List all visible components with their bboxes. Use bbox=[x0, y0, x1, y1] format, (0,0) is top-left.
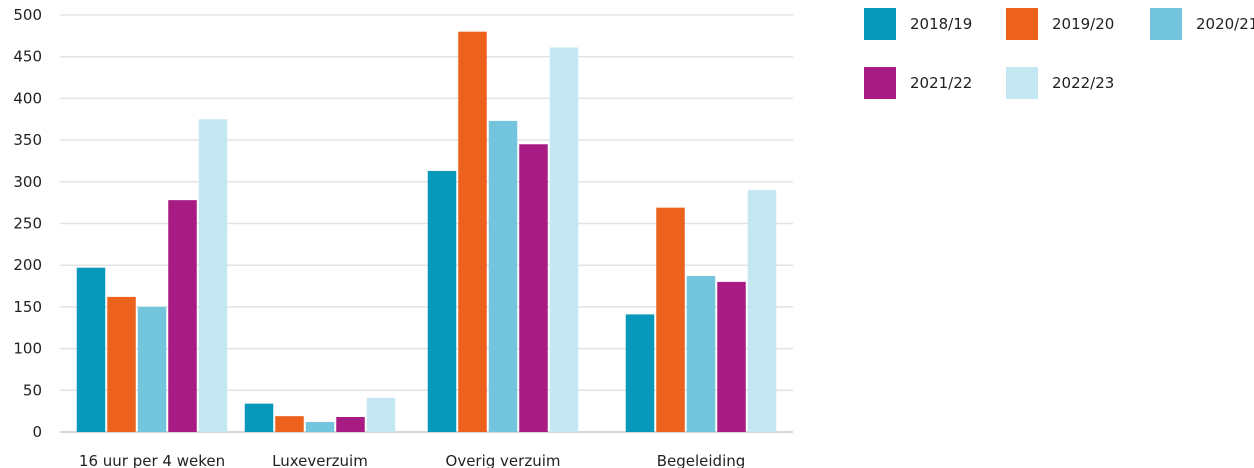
bar bbox=[686, 276, 716, 432]
bar bbox=[717, 281, 746, 432]
bar bbox=[305, 421, 335, 432]
bar bbox=[336, 416, 365, 432]
y-tick-label: 0 bbox=[32, 423, 42, 441]
y-tick-label: 100 bbox=[13, 340, 42, 358]
y-tick-label: 400 bbox=[13, 89, 42, 107]
x-category-label: 16 uur per 4 weken bbox=[79, 452, 225, 468]
y-axis-ticks: 0 50 100 150 200 250 300 350 400 450 500 bbox=[13, 6, 42, 441]
bar bbox=[656, 207, 685, 432]
bar bbox=[458, 31, 487, 433]
y-tick-label: 300 bbox=[13, 173, 42, 191]
y-tick-label: 50 bbox=[23, 381, 42, 399]
bar bbox=[519, 144, 548, 432]
bar bbox=[76, 267, 106, 432]
x-category-label: Begeleiding bbox=[657, 452, 746, 468]
bar bbox=[198, 119, 228, 432]
y-tick-label: 250 bbox=[13, 215, 42, 233]
x-category-label: Luxeverzuim bbox=[272, 452, 368, 468]
bar bbox=[168, 200, 197, 432]
y-tick-label: 200 bbox=[13, 256, 42, 274]
x-axis-categories: 16 uur per 4 weken Luxeverzuim Overig verz… bbox=[79, 452, 745, 468]
y-tick-label: 500 bbox=[13, 6, 42, 24]
bar bbox=[137, 306, 167, 432]
bars bbox=[76, 31, 777, 433]
bar bbox=[107, 296, 136, 432]
x-category-label: Overig verzuim bbox=[446, 452, 561, 468]
y-tick-label: 350 bbox=[13, 131, 42, 149]
y-tick-label: 150 bbox=[13, 298, 42, 316]
bar bbox=[244, 403, 274, 432]
bar bbox=[549, 47, 579, 432]
bar bbox=[275, 416, 304, 432]
bar bbox=[366, 397, 396, 432]
y-tick-label: 450 bbox=[13, 48, 42, 66]
bar bbox=[625, 314, 655, 432]
bar bbox=[747, 190, 777, 432]
bar bbox=[427, 170, 457, 432]
bar bbox=[488, 120, 518, 432]
